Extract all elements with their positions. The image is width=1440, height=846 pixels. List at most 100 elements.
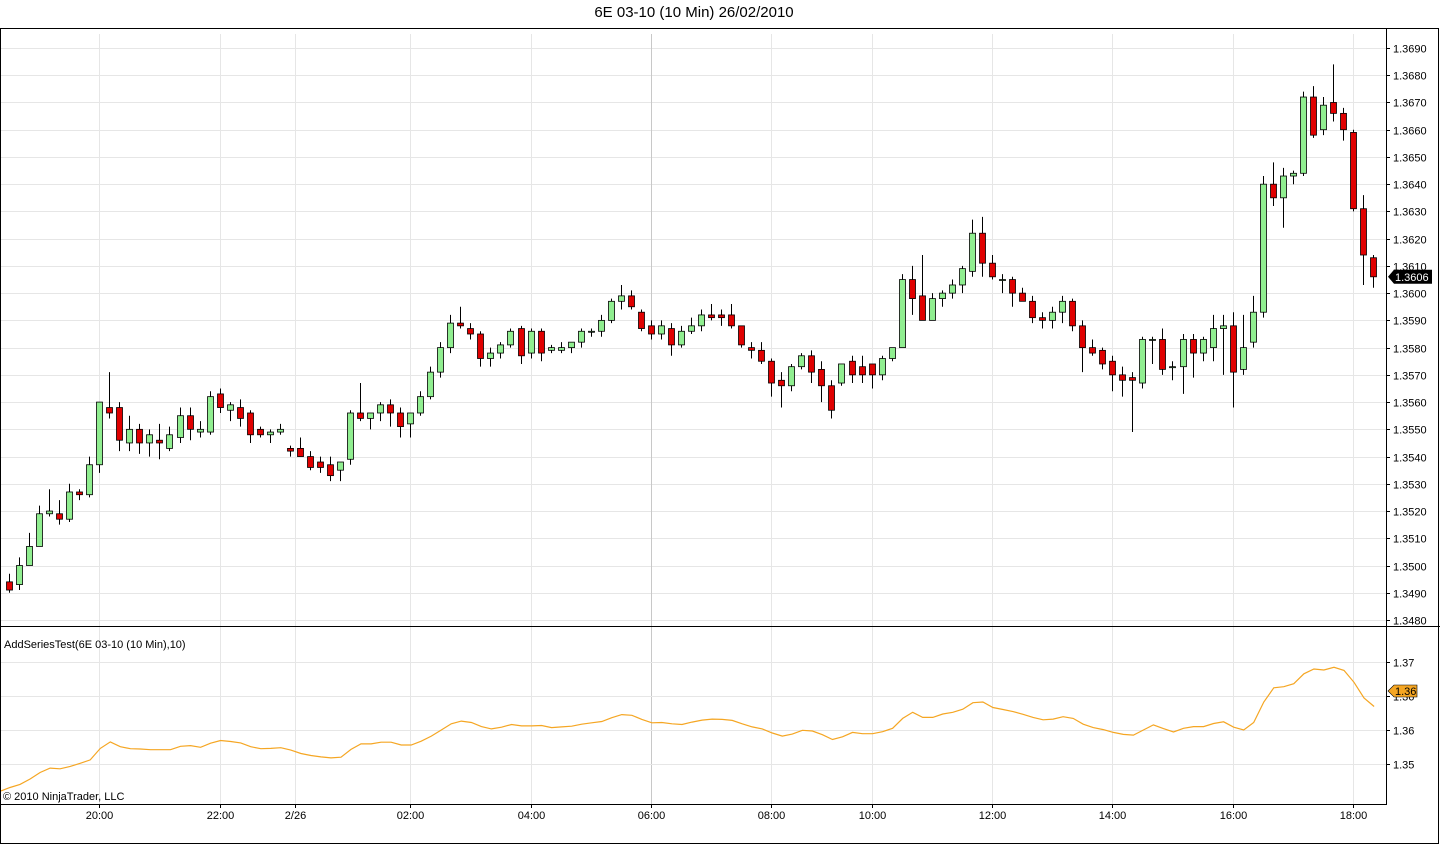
candle bbox=[387, 399, 394, 427]
candle-body bbox=[658, 325, 665, 335]
candle bbox=[698, 309, 705, 332]
price-tick-label: 1.3640 bbox=[1393, 180, 1427, 192]
candle bbox=[678, 325, 685, 348]
candle bbox=[969, 219, 976, 277]
candle-body bbox=[528, 330, 535, 354]
candle bbox=[808, 350, 815, 384]
candle bbox=[889, 347, 896, 362]
candle-body bbox=[487, 352, 494, 359]
candle bbox=[46, 489, 53, 517]
candle-body bbox=[518, 328, 525, 357]
time-tick-label: 18:00 bbox=[1340, 810, 1368, 822]
candle-body bbox=[1230, 325, 1237, 373]
candle bbox=[1310, 86, 1317, 138]
candle bbox=[106, 372, 113, 419]
candle-body bbox=[307, 456, 314, 468]
candle bbox=[477, 331, 484, 367]
price-tick-label: 1.3690 bbox=[1393, 44, 1427, 56]
candle-body bbox=[558, 347, 565, 351]
candle-body bbox=[1039, 317, 1046, 321]
candle-body bbox=[417, 396, 424, 414]
candle bbox=[417, 391, 424, 416]
candle-body bbox=[1300, 96, 1307, 174]
candle-body bbox=[718, 314, 725, 319]
price-gridlines bbox=[0, 34, 1386, 804]
candle bbox=[267, 429, 274, 443]
candle bbox=[658, 320, 665, 340]
candle-body bbox=[317, 461, 324, 468]
candle bbox=[838, 363, 845, 386]
candle-body bbox=[778, 379, 785, 387]
candle bbox=[307, 451, 314, 471]
candle bbox=[608, 298, 615, 324]
candle bbox=[116, 402, 123, 452]
candle bbox=[688, 317, 695, 334]
candle bbox=[277, 423, 284, 435]
candle-body bbox=[347, 412, 354, 460]
candle bbox=[1019, 287, 1026, 302]
candle bbox=[217, 388, 224, 413]
candlestick-series bbox=[6, 64, 1377, 593]
candle-body bbox=[1310, 96, 1317, 136]
candle bbox=[1270, 162, 1277, 206]
candle bbox=[1180, 334, 1187, 394]
candle bbox=[1320, 97, 1327, 136]
candle-body bbox=[26, 546, 33, 566]
candle-body bbox=[959, 268, 966, 286]
candle bbox=[16, 557, 23, 591]
candle bbox=[1230, 312, 1237, 408]
candle-body bbox=[688, 325, 695, 332]
price-tick-label: 1.3490 bbox=[1393, 589, 1427, 601]
candle-body bbox=[668, 328, 675, 346]
candle bbox=[36, 505, 43, 547]
candle bbox=[869, 363, 876, 389]
candle-body bbox=[66, 491, 73, 520]
candle bbox=[327, 456, 334, 482]
indicator-tick-label: 1.35 bbox=[1393, 760, 1414, 772]
candle bbox=[1210, 314, 1217, 362]
candle-body bbox=[818, 369, 825, 387]
candle bbox=[1159, 328, 1166, 375]
candle bbox=[487, 347, 494, 367]
candle bbox=[788, 363, 795, 392]
candle-body bbox=[116, 407, 123, 441]
candle-body bbox=[227, 404, 234, 411]
candle-body bbox=[156, 439, 163, 444]
candle bbox=[879, 355, 886, 381]
candle-body bbox=[257, 428, 264, 436]
candle bbox=[297, 437, 304, 457]
candle-body bbox=[1019, 292, 1026, 302]
price-tick-label: 1.3570 bbox=[1393, 371, 1427, 383]
candle bbox=[26, 532, 33, 566]
candle bbox=[497, 342, 504, 359]
candle-body bbox=[1029, 300, 1036, 319]
candle-body bbox=[1059, 300, 1066, 313]
candle bbox=[227, 402, 234, 422]
candle-body bbox=[1089, 347, 1096, 354]
candle bbox=[1290, 170, 1297, 185]
candle bbox=[1069, 298, 1076, 332]
candle-body bbox=[106, 407, 113, 414]
candle-body bbox=[197, 428, 204, 433]
candle-body bbox=[237, 407, 244, 419]
time-tick-label: 02:00 bbox=[397, 810, 425, 822]
candle bbox=[999, 274, 1006, 294]
candle bbox=[949, 279, 956, 299]
indicator-tick-label: 1.37 bbox=[1393, 658, 1414, 670]
candle-body bbox=[568, 341, 575, 349]
price-tick-label: 1.3680 bbox=[1393, 71, 1427, 83]
candle-body bbox=[999, 279, 1006, 281]
price-tick-label: 1.3670 bbox=[1393, 98, 1427, 110]
candle bbox=[558, 342, 565, 354]
candle-body bbox=[678, 330, 685, 346]
candle-body bbox=[989, 262, 996, 278]
candle-body bbox=[1210, 328, 1217, 349]
candle bbox=[628, 290, 635, 310]
time-tick-label: 16:00 bbox=[1220, 810, 1248, 822]
candle-body bbox=[738, 325, 745, 346]
candle-body bbox=[1139, 339, 1146, 384]
candle bbox=[6, 573, 13, 593]
candle-body bbox=[1049, 311, 1056, 321]
candle-body bbox=[849, 360, 856, 376]
